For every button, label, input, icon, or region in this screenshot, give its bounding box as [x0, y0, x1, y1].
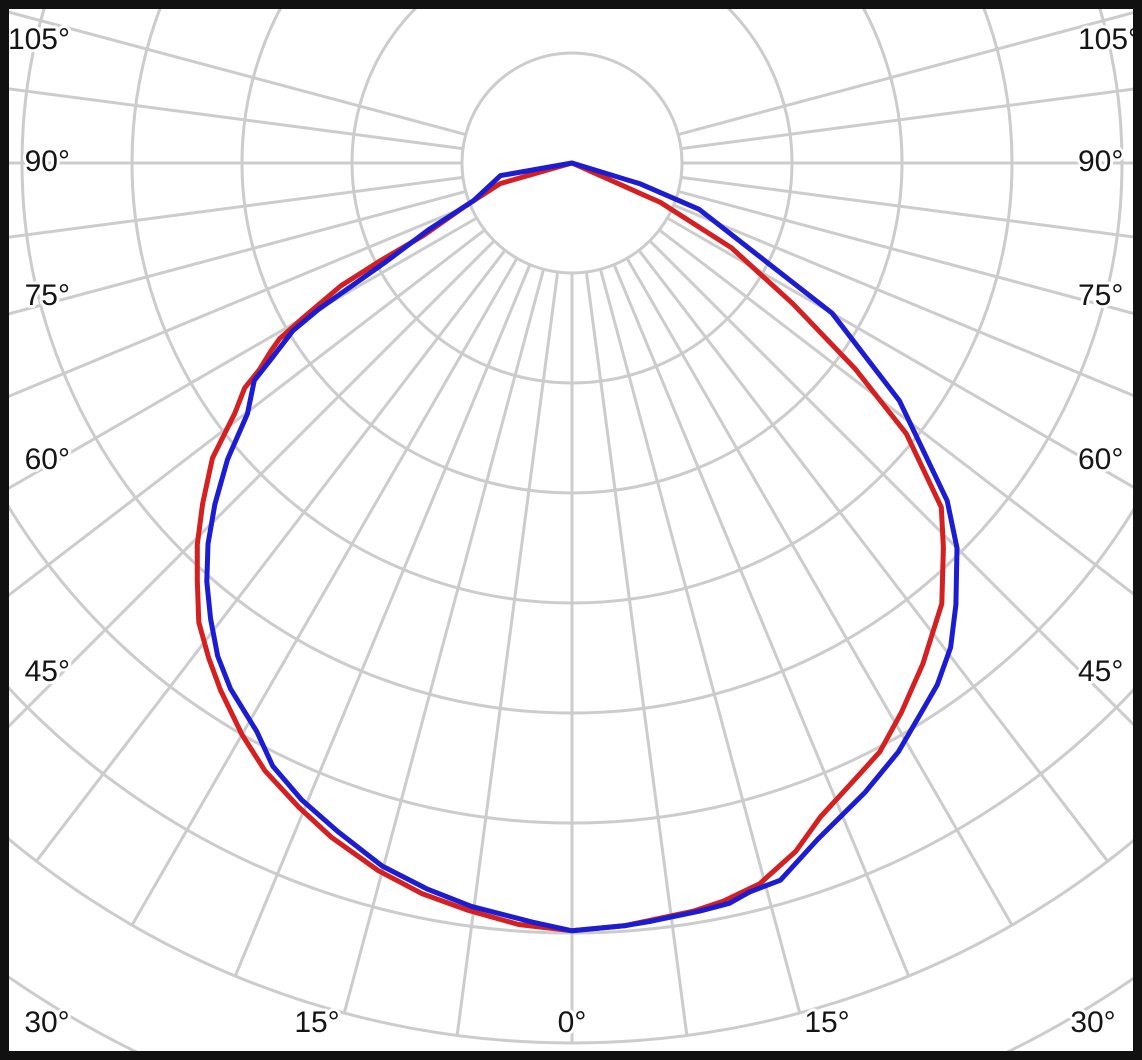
curve-blue — [204, 160, 960, 934]
grid-radial-line — [233, 264, 532, 977]
angle-label-left: 105° — [8, 23, 70, 56]
angle-label-left: 45° — [25, 655, 70, 688]
grid-radial-line — [9, 175, 464, 239]
grid-radial-line — [130, 257, 519, 926]
angle-label-bottom: 0° — [558, 1006, 587, 1039]
grid-radial-line — [677, 190, 1133, 315]
grid-radial-line — [677, 11, 1133, 136]
angle-label-left: 90° — [25, 145, 70, 178]
grid-radial-line — [648, 239, 1133, 727]
grid-radial-line — [584, 271, 689, 1036]
angle-label-right: 45° — [1078, 655, 1123, 688]
grid-radial-line — [637, 249, 1109, 863]
curve-red — [194, 160, 946, 934]
grid-radial-line — [9, 216, 478, 490]
grid-radial-line — [680, 175, 1133, 239]
angle-label-right: 105° — [1078, 23, 1140, 56]
grid-radial-line — [342, 268, 545, 1014]
grid-radial-line — [612, 264, 911, 977]
angle-label-bottom: 15° — [294, 1006, 339, 1039]
grid-radial-line — [35, 249, 507, 863]
angle-label-left: 60° — [25, 443, 70, 476]
grid-radial-line — [9, 190, 467, 316]
grid-radial-line — [599, 268, 802, 1014]
grid-radial-line — [9, 87, 464, 151]
curves-layer — [194, 160, 960, 934]
grid-radial-line — [9, 239, 496, 729]
grid-radial-line — [673, 203, 1133, 397]
angle-label-right: 60° — [1078, 443, 1123, 476]
angle-label-bottom: 15° — [804, 1006, 849, 1039]
angle-label-right: 75° — [1078, 279, 1123, 312]
grid-radial-line — [9, 10, 467, 136]
grid-radial-line — [9, 228, 486, 597]
grid-radial-line — [658, 228, 1133, 596]
angle-label-right: 90° — [1078, 145, 1123, 178]
grid-radial-line — [9, 203, 471, 398]
angle-label-bottom: 30° — [1070, 1006, 1115, 1039]
grid-radial-line — [666, 216, 1133, 489]
grid-radial-line — [625, 257, 1014, 926]
angle-label-bottom: 30° — [24, 1006, 69, 1039]
grid-radial-line — [680, 87, 1133, 151]
angle-label-left: 75° — [25, 279, 70, 312]
angle-labels: 105° 90° 75° 60° 45° 105° 90° 75° 60° 45° 30° 15° 0°… — [5, 20, 1142, 1042]
